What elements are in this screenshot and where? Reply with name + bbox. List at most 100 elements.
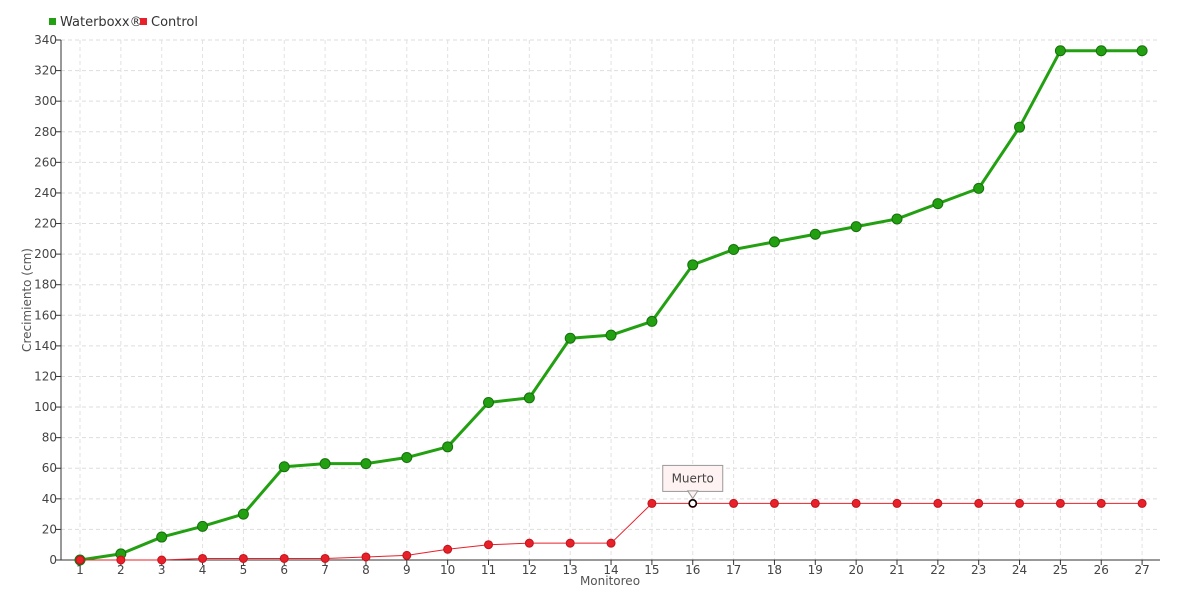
x-tick-label: 12 xyxy=(522,563,537,577)
data-point-control[interactable] xyxy=(851,498,861,508)
data-point-waterboxx[interactable] xyxy=(687,259,699,271)
data-point-control[interactable] xyxy=(320,553,330,563)
x-tick-label: 18 xyxy=(767,563,782,577)
x-tick-label: 4 xyxy=(199,563,207,577)
y-tick-label: 180 xyxy=(34,278,57,292)
data-point-control[interactable] xyxy=(647,498,657,508)
x-tick-label: 1 xyxy=(76,563,84,577)
x-tick-label: 8 xyxy=(362,563,370,577)
data-point-control[interactable] xyxy=(402,550,412,560)
data-point-control[interactable] xyxy=(75,555,85,565)
data-point-waterboxx[interactable] xyxy=(1054,45,1066,57)
y-tick-label: 200 xyxy=(34,247,57,261)
axes xyxy=(60,40,1160,561)
data-point-control[interactable] xyxy=(116,555,126,565)
data-point-waterboxx[interactable] xyxy=(401,452,413,464)
data-point-waterboxx[interactable] xyxy=(728,244,740,256)
y-axis-title: Crecimiento (cm) xyxy=(20,248,34,352)
x-tick-label: 23 xyxy=(971,563,986,577)
data-point-control[interactable] xyxy=(1096,498,1106,508)
x-tick-label: 10 xyxy=(440,563,455,577)
y-tick-label: 260 xyxy=(34,155,57,169)
annotation-pointer xyxy=(686,490,699,500)
y-tick-label: 220 xyxy=(34,217,57,231)
x-tick-label: 11 xyxy=(481,563,496,577)
x-tick-label: 9 xyxy=(403,563,411,577)
data-point-waterboxx[interactable] xyxy=(932,198,944,210)
data-point-waterboxx[interactable] xyxy=(1095,45,1107,57)
x-tick-label: 19 xyxy=(808,563,823,577)
data-point-control[interactable] xyxy=(1137,498,1147,508)
x-tick-label: 2 xyxy=(117,563,125,577)
data-point-waterboxx[interactable] xyxy=(156,531,168,543)
annotation-muerto: Muerto xyxy=(662,464,724,508)
data-point-control[interactable] xyxy=(1015,498,1025,508)
x-tick-label: 22 xyxy=(930,563,945,577)
data-point-control[interactable] xyxy=(443,544,453,554)
data-point-control[interactable] xyxy=(157,555,167,565)
series-control xyxy=(75,498,1147,565)
x-tick-label: 26 xyxy=(1094,563,1109,577)
grid xyxy=(61,39,1160,560)
y-tick-label: 240 xyxy=(34,186,57,200)
data-point-waterboxx[interactable] xyxy=(197,520,209,532)
data-point-waterboxx[interactable] xyxy=(1014,121,1026,133)
data-point-waterboxx[interactable] xyxy=(360,458,372,470)
data-point-control[interactable] xyxy=(524,538,534,548)
x-tick-label: 6 xyxy=(280,563,288,577)
data-point-control[interactable] xyxy=(238,553,248,563)
data-point-waterboxx[interactable] xyxy=(442,441,454,453)
data-point-waterboxx[interactable] xyxy=(1136,45,1148,57)
data-point-control[interactable] xyxy=(892,498,902,508)
data-point-control[interactable] xyxy=(279,553,289,563)
x-tick-label: 3 xyxy=(158,563,166,577)
data-point-waterboxx[interactable] xyxy=(850,221,862,233)
data-point-waterboxx[interactable] xyxy=(973,182,985,194)
data-point-waterboxx[interactable] xyxy=(605,329,617,341)
y-tick-label: 300 xyxy=(34,94,57,108)
annotation-marker xyxy=(688,499,697,508)
data-point-control[interactable] xyxy=(810,498,820,508)
y-tick-label: 40 xyxy=(42,492,57,506)
x-tick-label: 14 xyxy=(603,563,618,577)
y-tick-label: 0 xyxy=(49,553,57,567)
x-tick-label: 5 xyxy=(240,563,248,577)
legend-label-control[interactable]: Control xyxy=(151,15,198,30)
data-point-control[interactable] xyxy=(484,540,493,550)
x-tick-label: 15 xyxy=(644,563,659,577)
data-point-control[interactable] xyxy=(933,498,943,508)
y-tick-label: 80 xyxy=(42,431,57,445)
data-point-waterboxx[interactable] xyxy=(319,458,331,470)
data-point-waterboxx[interactable] xyxy=(278,461,290,473)
data-point-control[interactable] xyxy=(198,553,208,563)
x-ticks: 1 2 3 4 5 6 7 8 9 10 11 12 13 14 15 16 17 18 19 20 21 22 23 24 2… xyxy=(76,560,1150,577)
legend-swatch-waterboxx xyxy=(49,18,56,25)
y-tick-label: 100 xyxy=(34,400,57,414)
data-point-waterboxx[interactable] xyxy=(523,392,535,404)
data-point-waterboxx[interactable] xyxy=(564,332,576,344)
x-tick-label: 21 xyxy=(889,563,904,577)
y-tick-label: 340 xyxy=(34,33,57,47)
y-tick-label: 320 xyxy=(34,64,57,78)
data-point-waterboxx[interactable] xyxy=(483,396,494,408)
data-point-control[interactable] xyxy=(606,538,616,548)
data-point-control[interactable] xyxy=(361,552,371,562)
data-point-control[interactable] xyxy=(565,538,575,548)
x-tick-label: 17 xyxy=(726,563,741,577)
y-tick-label: 60 xyxy=(42,461,57,475)
data-point-waterboxx[interactable] xyxy=(646,315,658,327)
data-point-waterboxx[interactable] xyxy=(768,236,780,248)
legend-label-waterboxx[interactable]: Waterboxx® xyxy=(60,15,143,30)
legend[interactable]: Waterboxx® Control xyxy=(49,15,198,30)
data-point-control[interactable] xyxy=(729,498,739,508)
x-tick-label: 20 xyxy=(849,563,864,577)
data-point-control[interactable] xyxy=(974,498,984,508)
data-point-control[interactable] xyxy=(1055,498,1065,508)
data-point-control[interactable] xyxy=(769,498,779,508)
y-tick-label: 140 xyxy=(34,339,57,353)
annotation-text: Muerto xyxy=(672,471,714,485)
x-axis-title: Monitoreo xyxy=(580,574,640,588)
data-point-waterboxx[interactable] xyxy=(809,228,821,240)
data-point-waterboxx[interactable] xyxy=(237,508,249,520)
data-point-waterboxx[interactable] xyxy=(891,213,903,225)
